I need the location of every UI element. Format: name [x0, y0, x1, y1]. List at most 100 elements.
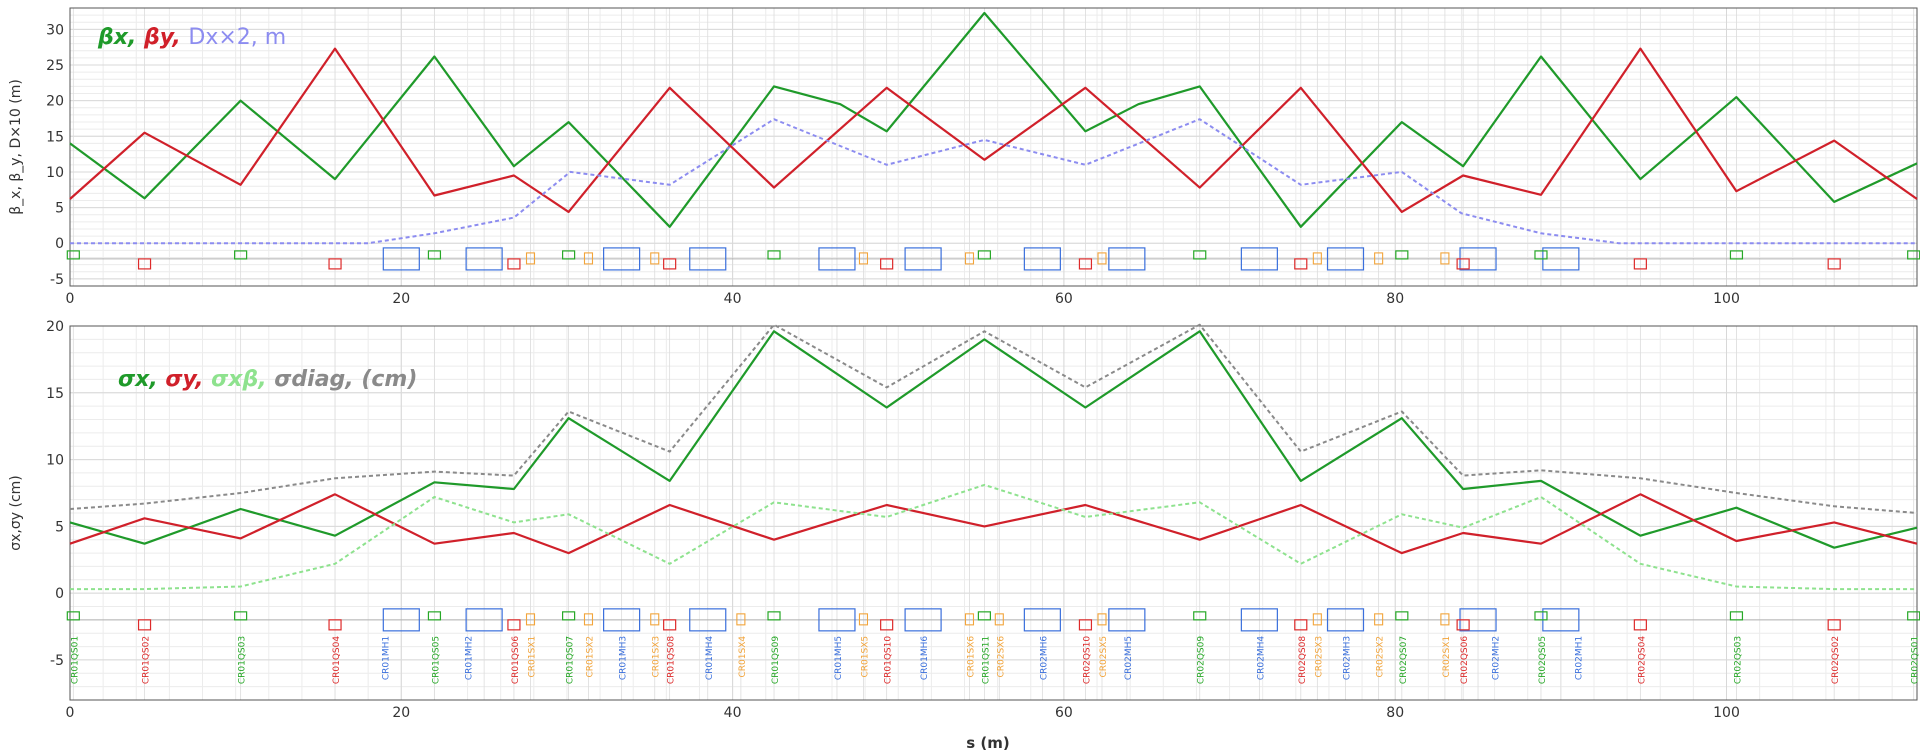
defocusing-quad-marker [1633, 619, 1647, 631]
dipole-marker [1023, 608, 1061, 632]
magnet-label: CR02SX6 [996, 636, 1006, 678]
dipole-marker [382, 247, 420, 271]
focusing-quad-marker [1534, 611, 1548, 621]
magnet-label: CR01SX5 [861, 636, 871, 678]
sextupole-marker [583, 613, 594, 626]
dipole-marker [904, 608, 942, 632]
sextupole-marker [1374, 252, 1384, 265]
y-tick-label: 5 [55, 519, 64, 535]
defocusing-quad-marker [137, 619, 152, 631]
defocusing-quad-marker [507, 258, 521, 270]
sextupole-marker [525, 613, 536, 626]
dipole-marker [465, 247, 503, 271]
dipole-marker [904, 247, 942, 271]
sextupole-marker [525, 252, 536, 265]
focusing-quad-marker [767, 611, 781, 621]
magnet-label: CR01MH2 [465, 636, 475, 680]
y-axis-label: σx,σy (cm) [8, 475, 24, 550]
legend-entry: , (cm) [344, 367, 417, 392]
legend-entry: , [127, 25, 144, 50]
magnet-label: CR01QS10 [884, 636, 894, 685]
magnet-label: CR02QS07 [1399, 636, 1409, 684]
defocusing-quad-marker [1633, 258, 1647, 270]
magnet-label: CR01SX4 [738, 636, 748, 678]
y-tick-label: 15 [46, 386, 64, 402]
sextupole-marker [858, 252, 869, 265]
x-tick-label: 40 [724, 291, 742, 307]
x-tick-label: 20 [392, 291, 410, 307]
magnet-label: CR01SX1 [528, 636, 538, 678]
x-tick-label: 100 [1713, 705, 1740, 721]
y-tick-label: 10 [46, 453, 64, 469]
x-tick-label: 60 [1055, 705, 1073, 721]
defocusing-quad-marker [1827, 258, 1841, 270]
legend-entry: σx [118, 367, 150, 392]
defocusing-quad-marker [507, 619, 521, 631]
sextupole-marker [1312, 252, 1322, 265]
dipole-marker [1023, 247, 1061, 271]
sextupole-marker [1440, 252, 1450, 265]
x-tick-label: 20 [392, 705, 410, 721]
dipole-marker [1108, 247, 1146, 271]
dipole-marker [1108, 608, 1146, 632]
defocusing-quad-marker [328, 258, 342, 270]
y-axis-label: β_x, β_y, D×10 (m) [8, 79, 24, 215]
focusing-quad-marker [1729, 611, 1744, 621]
x-tick-label: 40 [724, 705, 742, 721]
magnet-label: CR01SX2 [586, 636, 596, 678]
dipole-marker [603, 608, 641, 632]
magnet-label: CR01QS02 [142, 636, 152, 684]
legend-entry: Dx×2, m [188, 25, 286, 50]
focusing-quad-marker [1729, 250, 1744, 260]
magnet-label: CR02SX5 [1099, 636, 1109, 678]
magnet-label: CR01QS07 [566, 636, 576, 684]
series-line-y [69, 47, 1918, 213]
sextupole-marker [1374, 613, 1384, 626]
magnet-label: CR02QS05 [1538, 636, 1548, 684]
legend-entry: σdiag [267, 367, 346, 392]
focusing-quad-marker [1193, 250, 1207, 260]
sextupole-marker [964, 613, 975, 626]
magnet-label: CR01QS03 [238, 636, 248, 684]
magnet-label: CR02MH4 [1256, 636, 1266, 681]
series-line-xy [70, 483, 1917, 591]
x-tick-label: 0 [66, 291, 75, 307]
legend-entry: , [171, 25, 188, 50]
y-tick-label: -5 [50, 653, 64, 669]
magnet-label: CR02QS08 [1298, 636, 1308, 685]
magnet-label: CR01QS05 [431, 636, 441, 684]
magnet-label: CR01MH4 [705, 636, 715, 681]
sextupole-marker [650, 252, 660, 265]
defocusing-quad-marker [1294, 619, 1308, 631]
dipole-marker [465, 608, 503, 632]
defocusing-quad-marker [1456, 619, 1470, 631]
focusing-quad-marker [1395, 250, 1409, 260]
dipole-marker [1240, 247, 1278, 271]
focusing-quad-marker [1193, 611, 1207, 621]
sextupole-marker [1097, 252, 1107, 265]
legend-entry: , [194, 367, 211, 392]
legend-entry: βx [97, 25, 129, 50]
dipole-marker [1240, 608, 1278, 632]
magnet-label: CR02MH3 [1343, 636, 1353, 680]
sextupole-marker [583, 252, 594, 265]
legend-entry: , [148, 367, 165, 392]
legend-entry: σxβ, [211, 367, 266, 392]
focusing-quad-marker [1534, 250, 1548, 260]
legend: βx, βy, Dx×2, m [97, 25, 286, 50]
defocusing-quad-marker [1456, 258, 1470, 270]
focusing-quad-marker [562, 250, 576, 260]
magnet-label: CR02QS09 [1197, 636, 1207, 685]
defocusing-quad-marker [137, 258, 152, 270]
dipole-marker [818, 247, 856, 271]
magnet-label: CR01QS08 [667, 636, 677, 685]
magnet-label: CR02SX1 [1442, 636, 1452, 678]
x-tick-label: 80 [1386, 291, 1404, 307]
focusing-quad-marker [562, 611, 576, 621]
x-tick-label: 100 [1713, 291, 1740, 307]
defocusing-quad-marker [328, 619, 342, 631]
sextupole-marker [1312, 613, 1322, 626]
legend-entry: σy [165, 367, 198, 392]
